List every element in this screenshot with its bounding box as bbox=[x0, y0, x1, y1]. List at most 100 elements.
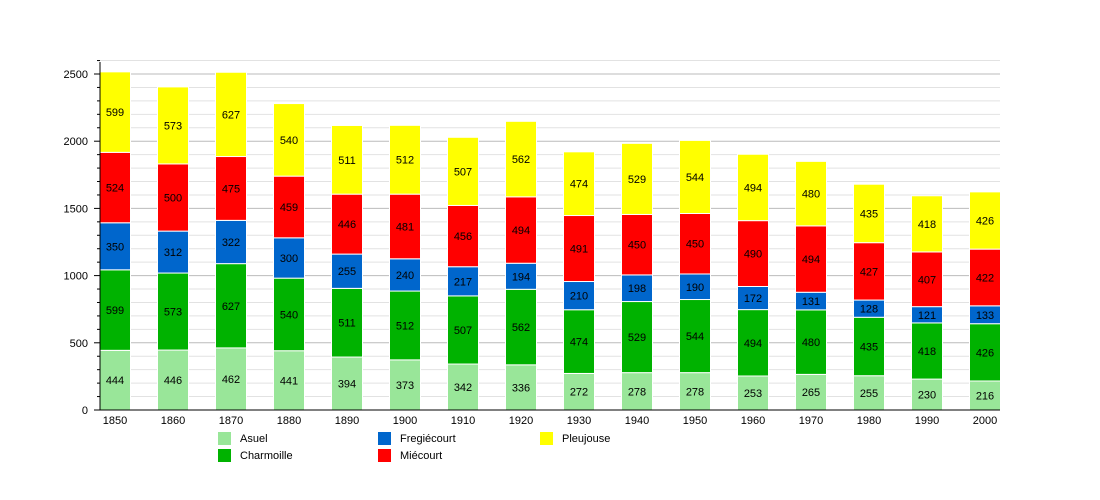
y-tick-label: 0 bbox=[82, 405, 88, 417]
bar-segment bbox=[215, 156, 247, 221]
data-label: 475 bbox=[222, 183, 240, 195]
bar-segment bbox=[853, 242, 885, 301]
bar-segment bbox=[911, 322, 943, 380]
y-tick-label: 500 bbox=[70, 338, 88, 350]
data-label: 562 bbox=[512, 322, 530, 334]
x-tick-label: 1900 bbox=[393, 415, 417, 427]
legend-label: Asuel bbox=[240, 432, 268, 445]
data-label: 278 bbox=[686, 386, 704, 398]
data-label: 511 bbox=[338, 318, 356, 330]
bar-segment bbox=[563, 372, 595, 411]
data-label: 198 bbox=[628, 283, 646, 295]
data-label: 131 bbox=[802, 296, 820, 308]
bar-segment bbox=[505, 196, 537, 264]
bar-segment bbox=[273, 103, 305, 177]
data-label: 407 bbox=[918, 274, 936, 286]
data-label: 322 bbox=[222, 237, 240, 249]
data-label: 350 bbox=[106, 241, 124, 253]
data-label: 512 bbox=[396, 320, 414, 332]
data-label: 240 bbox=[396, 270, 414, 282]
bar-segment bbox=[215, 71, 247, 158]
x-tick-label: 1980 bbox=[857, 415, 881, 427]
bar-segment bbox=[273, 277, 305, 352]
data-label: 441 bbox=[280, 375, 298, 387]
data-label: 481 bbox=[396, 221, 414, 233]
data-label: 450 bbox=[628, 240, 646, 252]
data-label: 500 bbox=[164, 193, 182, 205]
data-label: 272 bbox=[570, 387, 588, 399]
x-tick-label: 1880 bbox=[277, 415, 301, 427]
legend-item: Asuel bbox=[218, 432, 268, 445]
x-tick-label: 1960 bbox=[741, 415, 765, 427]
data-label: 459 bbox=[280, 202, 298, 214]
data-label: 544 bbox=[686, 172, 704, 184]
bar-segment bbox=[969, 191, 1001, 250]
data-label: 627 bbox=[222, 109, 240, 121]
bar-segment bbox=[621, 301, 653, 374]
legend-swatch bbox=[378, 432, 391, 445]
y-tick-label: 1000 bbox=[64, 271, 88, 283]
bars: 444 599 350 524 599 446 573 312 500 573 462 627 322 4… bbox=[99, 71, 1001, 411]
bar-segment bbox=[331, 356, 363, 411]
bar-segment bbox=[157, 163, 189, 232]
x-tick-label: 2000 bbox=[973, 415, 997, 427]
bar-segment bbox=[679, 299, 711, 374]
x-tick-label: 1910 bbox=[451, 415, 475, 427]
bar-segment bbox=[679, 139, 711, 215]
data-label: 540 bbox=[280, 309, 298, 321]
data-label: 133 bbox=[976, 310, 994, 322]
x-tick-label: 1940 bbox=[625, 415, 649, 427]
legend-label: Fregiécourt bbox=[400, 432, 456, 445]
data-label: 435 bbox=[860, 341, 878, 353]
data-label: 474 bbox=[570, 179, 588, 191]
bar-segment bbox=[911, 251, 943, 308]
bar-segment bbox=[331, 193, 363, 255]
data-label: 494 bbox=[512, 225, 530, 237]
bar-segment bbox=[795, 160, 827, 227]
x-tick-label: 1870 bbox=[219, 415, 243, 427]
data-label: 255 bbox=[338, 266, 356, 278]
x-tick-label: 1930 bbox=[567, 415, 591, 427]
bar-segment bbox=[621, 372, 653, 411]
data-label: 427 bbox=[860, 266, 878, 278]
data-label: 512 bbox=[396, 155, 414, 167]
data-label: 426 bbox=[976, 347, 994, 359]
data-label: 253 bbox=[744, 388, 762, 400]
bar-segment bbox=[737, 153, 769, 222]
legend-swatch bbox=[540, 432, 553, 445]
bar-segment bbox=[389, 258, 421, 292]
bar-segment bbox=[157, 349, 189, 411]
data-label: 599 bbox=[106, 107, 124, 119]
legend-item: Fregiécourt bbox=[378, 432, 456, 445]
x-tick-label: 1990 bbox=[915, 415, 939, 427]
data-label: 450 bbox=[686, 239, 704, 251]
legend-swatch bbox=[218, 449, 231, 462]
x-tick-label: 1860 bbox=[161, 415, 185, 427]
bar-segment bbox=[737, 309, 769, 377]
data-label: 490 bbox=[744, 249, 762, 261]
data-label: 312 bbox=[164, 247, 182, 259]
data-label: 255 bbox=[860, 388, 878, 400]
bar-segment bbox=[621, 142, 653, 215]
data-label: 278 bbox=[628, 386, 646, 398]
legend-label: Miécourt bbox=[400, 449, 443, 462]
bar-segment bbox=[795, 309, 827, 375]
data-label: 446 bbox=[164, 375, 182, 387]
data-label: 172 bbox=[744, 293, 762, 305]
bar-segment bbox=[853, 183, 885, 244]
legend-item: Charmoille bbox=[218, 449, 293, 462]
data-label: 480 bbox=[802, 337, 820, 349]
legend-label: Charmoille bbox=[240, 449, 293, 462]
grid-lines bbox=[100, 60, 1000, 398]
data-label: 507 bbox=[454, 325, 472, 337]
data-label: 446 bbox=[338, 219, 356, 231]
bar-segment bbox=[331, 287, 363, 358]
data-label: 494 bbox=[802, 254, 820, 266]
bar-segment bbox=[273, 175, 305, 239]
bar-segment bbox=[273, 237, 305, 279]
data-label: 480 bbox=[802, 189, 820, 201]
legend-item: Pleujouse bbox=[540, 432, 610, 445]
bar-segment bbox=[215, 347, 247, 411]
y-tick-label: 2500 bbox=[64, 69, 88, 81]
data-label: 562 bbox=[512, 154, 530, 166]
